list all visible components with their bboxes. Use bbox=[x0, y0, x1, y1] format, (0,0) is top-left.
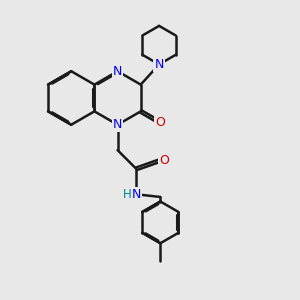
Text: H: H bbox=[122, 188, 131, 201]
Text: N: N bbox=[154, 58, 164, 71]
Text: O: O bbox=[159, 154, 169, 167]
Text: N: N bbox=[113, 118, 122, 131]
Text: N: N bbox=[132, 188, 141, 201]
Text: O: O bbox=[155, 116, 165, 129]
Text: N: N bbox=[113, 65, 122, 78]
